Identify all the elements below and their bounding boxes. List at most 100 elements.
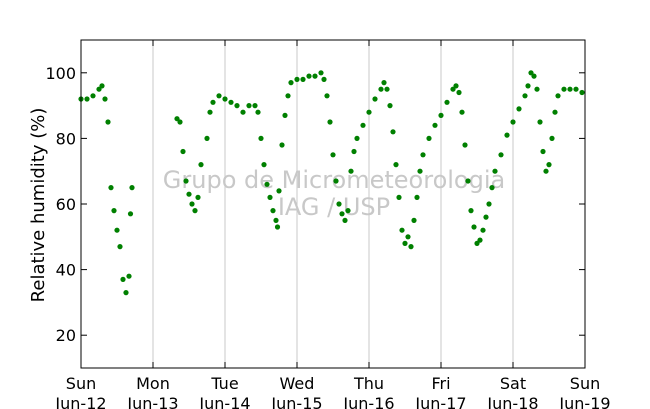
data-point xyxy=(543,168,549,174)
x-tick-date: Jun-13 xyxy=(126,394,178,409)
x-tick-day: Sun xyxy=(66,374,96,393)
x-tick-date: Jun-16 xyxy=(342,394,394,409)
data-point xyxy=(324,93,330,99)
data-points xyxy=(78,70,585,296)
x-tick-date: Jun-19 xyxy=(558,394,610,409)
data-point xyxy=(498,152,504,158)
data-point xyxy=(183,178,189,184)
x-tick-date: Jun-14 xyxy=(198,394,250,409)
data-point xyxy=(438,112,444,118)
data-point xyxy=(534,86,540,92)
data-point xyxy=(84,96,90,102)
y-tick-label: 80 xyxy=(56,129,76,148)
data-point xyxy=(393,162,399,168)
data-point xyxy=(384,86,390,92)
data-point xyxy=(327,119,333,125)
data-point xyxy=(567,86,573,92)
data-point xyxy=(417,168,423,174)
y-tick-label: 40 xyxy=(56,261,76,280)
x-tick-day: Sun xyxy=(570,374,600,393)
data-point xyxy=(252,103,258,109)
data-point xyxy=(336,201,342,207)
data-point xyxy=(552,109,558,115)
data-point xyxy=(339,211,345,217)
data-point xyxy=(127,211,134,217)
data-point xyxy=(471,224,477,230)
data-point xyxy=(396,194,402,200)
data-point xyxy=(186,191,192,197)
data-point xyxy=(129,185,135,191)
data-point xyxy=(354,135,360,141)
data-point xyxy=(531,73,537,79)
data-point xyxy=(108,185,114,191)
data-point xyxy=(330,152,336,158)
data-point xyxy=(90,93,96,99)
data-point xyxy=(174,116,180,122)
data-point xyxy=(540,148,546,155)
data-point xyxy=(411,217,417,223)
data-point xyxy=(261,162,267,168)
data-point xyxy=(258,135,264,141)
data-point xyxy=(468,208,474,214)
data-point xyxy=(387,103,393,109)
vertical-grid xyxy=(152,40,514,368)
data-point xyxy=(306,73,312,79)
data-point xyxy=(294,76,300,82)
data-point xyxy=(504,132,510,138)
data-point xyxy=(288,80,294,86)
data-point xyxy=(114,227,120,233)
data-point xyxy=(120,276,126,282)
data-point xyxy=(561,86,567,92)
data-point xyxy=(399,227,405,233)
x-tick-date: Jun-15 xyxy=(270,394,322,409)
data-point xyxy=(111,208,117,214)
data-point xyxy=(456,89,462,96)
data-point xyxy=(300,76,306,82)
data-point xyxy=(360,122,366,128)
data-point xyxy=(525,83,531,89)
data-point xyxy=(474,240,480,246)
data-point xyxy=(372,96,378,102)
data-point xyxy=(96,86,102,92)
data-point xyxy=(444,99,450,105)
data-point xyxy=(366,109,372,115)
data-point xyxy=(105,119,111,125)
data-point xyxy=(402,240,408,246)
data-point xyxy=(234,103,240,109)
x-tick-date: Jun-17 xyxy=(414,394,466,409)
watermark: Grupo de Micrometeorologia IAG / USP xyxy=(163,166,505,221)
data-point xyxy=(345,208,351,214)
x-tick-day: Wed xyxy=(280,374,315,393)
x-tick-day: Thu xyxy=(353,374,384,393)
data-point xyxy=(537,119,543,125)
data-point xyxy=(321,76,327,82)
data-point xyxy=(126,273,132,279)
data-point xyxy=(483,214,489,220)
data-point xyxy=(177,119,183,125)
data-point xyxy=(486,201,492,207)
data-point xyxy=(123,290,129,296)
data-point xyxy=(276,188,282,194)
data-point xyxy=(273,217,279,223)
data-point xyxy=(216,93,222,99)
data-point xyxy=(255,109,261,115)
data-point xyxy=(462,142,468,148)
data-point xyxy=(333,178,339,184)
data-point xyxy=(510,119,516,125)
data-point xyxy=(318,70,324,76)
data-point xyxy=(414,194,420,200)
data-point xyxy=(267,194,273,200)
data-point xyxy=(312,73,318,79)
y-tick-label: 60 xyxy=(56,195,76,214)
y-tick-label: 100 xyxy=(45,64,76,83)
x-tick-date: Jun-12 xyxy=(54,394,106,409)
data-point xyxy=(489,185,495,191)
data-point xyxy=(528,70,534,76)
data-point xyxy=(195,194,201,200)
data-point xyxy=(198,162,204,168)
x-tick-day: Mon xyxy=(136,374,170,393)
data-point xyxy=(246,103,252,109)
data-point xyxy=(555,93,561,99)
data-point xyxy=(453,83,459,89)
